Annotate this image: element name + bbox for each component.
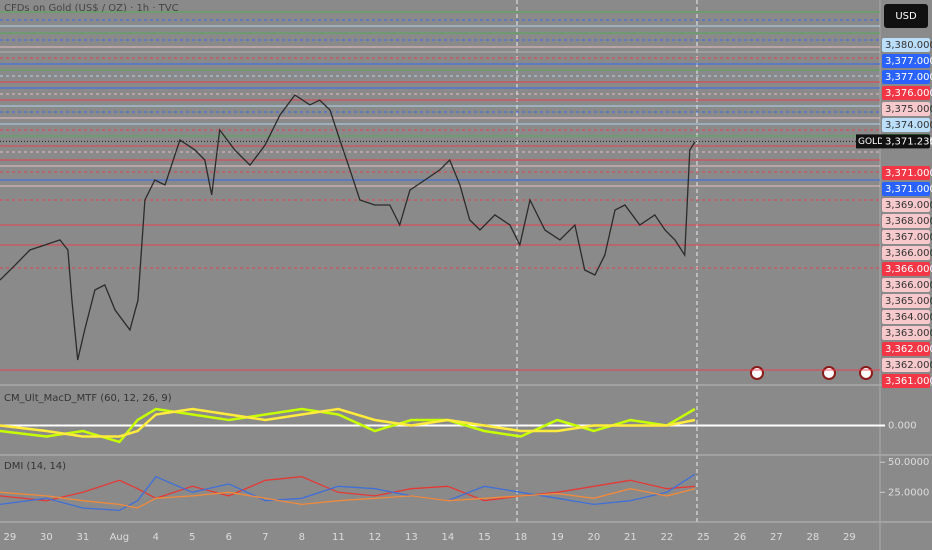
price-label-bg [882, 374, 930, 388]
price-label-bg [882, 214, 930, 228]
x-tick-label: 22 [660, 532, 673, 543]
price-label-bg [882, 342, 930, 356]
price-label-bg [882, 182, 930, 196]
x-tick-label: 29 [843, 532, 856, 543]
x-tick-label: 29 [3, 532, 16, 543]
price-label: 3,375.000 [885, 104, 932, 115]
price-label-bg [882, 198, 930, 212]
event-icon[interactable] [859, 366, 873, 380]
price-label: 3,377.000 [885, 72, 932, 83]
x-tick-label: 8 [299, 532, 305, 543]
price-label: 3,369.000 [885, 200, 932, 211]
x-tick-label: 18 [514, 532, 527, 543]
currency-button[interactable] [884, 4, 928, 28]
price-label: 3,376.000 [885, 88, 932, 99]
price-label-bg [882, 118, 930, 132]
price-label: 3,366.000 [885, 248, 932, 259]
pane-title: DMI (14, 14) [4, 461, 66, 472]
price-label: 3,365.000 [885, 296, 932, 307]
price-label-bg [882, 310, 930, 324]
x-tick-label: 30 [40, 532, 53, 543]
price-label-bg [882, 326, 930, 340]
series-line [0, 476, 695, 502]
price-label: 3,380.000 [885, 40, 932, 51]
price-label: 3,371.000 [885, 184, 932, 195]
price-label-bg [882, 246, 930, 260]
last-price-label: 3,371.235 [885, 136, 932, 147]
price-label: 3,363.000 [885, 328, 932, 339]
price-label: 3,366.000 [885, 280, 932, 291]
price-label-bg [882, 230, 930, 244]
event-icon[interactable] [822, 366, 836, 380]
currency-label: USD [895, 11, 917, 22]
price-label-bg [882, 54, 930, 68]
x-tick-label: Aug [110, 532, 130, 543]
x-tick-label: 26 [733, 532, 746, 543]
last-price-bg [882, 134, 930, 149]
price-label: 3,364.000 [885, 312, 932, 323]
price-label: 3,362.000 [885, 360, 932, 371]
x-tick-label: 31 [76, 532, 89, 543]
chart-title: CFDs on Gold (US$ / OZ) · 1h · TVC [4, 3, 179, 14]
x-tick-label: 11 [332, 532, 345, 543]
symbol-label-bg [856, 134, 884, 149]
price-label: 3,362.000 [885, 344, 932, 355]
price-label-bg [882, 294, 930, 308]
x-tick-label: 6 [226, 532, 232, 543]
series-line [0, 407, 696, 438]
price-label: 3,374.000 [885, 120, 932, 131]
price-label-bg [882, 166, 930, 180]
x-tick-label: 20 [587, 532, 600, 543]
price-label-bg [882, 358, 930, 372]
price-label: 3,368.000 [885, 216, 932, 227]
price-label: 3,361.000 [885, 376, 932, 387]
price-label: 3,366.000 [885, 264, 932, 275]
price-label-bg [882, 70, 930, 84]
series-line [0, 473, 696, 512]
symbol-label: GOLD [858, 137, 884, 147]
x-tick-label: 5 [189, 532, 195, 543]
y-tick-label: 25.0000 [888, 487, 929, 498]
price-label-bg [882, 38, 930, 52]
price-label: 3,367.000 [885, 232, 932, 243]
price-label-bg [882, 262, 930, 276]
price-label: 3,371.000 [885, 168, 932, 179]
series-line [0, 488, 696, 509]
x-tick-label: 19 [551, 532, 564, 543]
x-tick-label: 28 [806, 532, 819, 543]
price-label: 3,377.000 [885, 56, 932, 67]
x-tick-label: 25 [697, 532, 710, 543]
price-label-bg [882, 278, 930, 292]
series-line [0, 94, 696, 361]
x-tick-label: 14 [441, 532, 454, 543]
x-tick-label: 4 [153, 532, 159, 543]
pane-title: CM_Ult_MacD_MTF (60, 12, 26, 9) [4, 393, 172, 404]
price-label-bg [882, 86, 930, 100]
x-tick-label: 21 [624, 532, 637, 543]
x-tick-label: 12 [368, 532, 381, 543]
x-tick-label: 13 [405, 532, 418, 543]
y-tick-label: 50.0000 [888, 457, 929, 468]
x-tick-label: 15 [478, 532, 491, 543]
x-tick-label: 7 [262, 532, 268, 543]
y-tick-label: 0.000 [888, 421, 917, 432]
x-tick-label: 27 [770, 532, 783, 543]
price-label-bg [882, 102, 930, 116]
event-icon[interactable] [750, 366, 764, 380]
